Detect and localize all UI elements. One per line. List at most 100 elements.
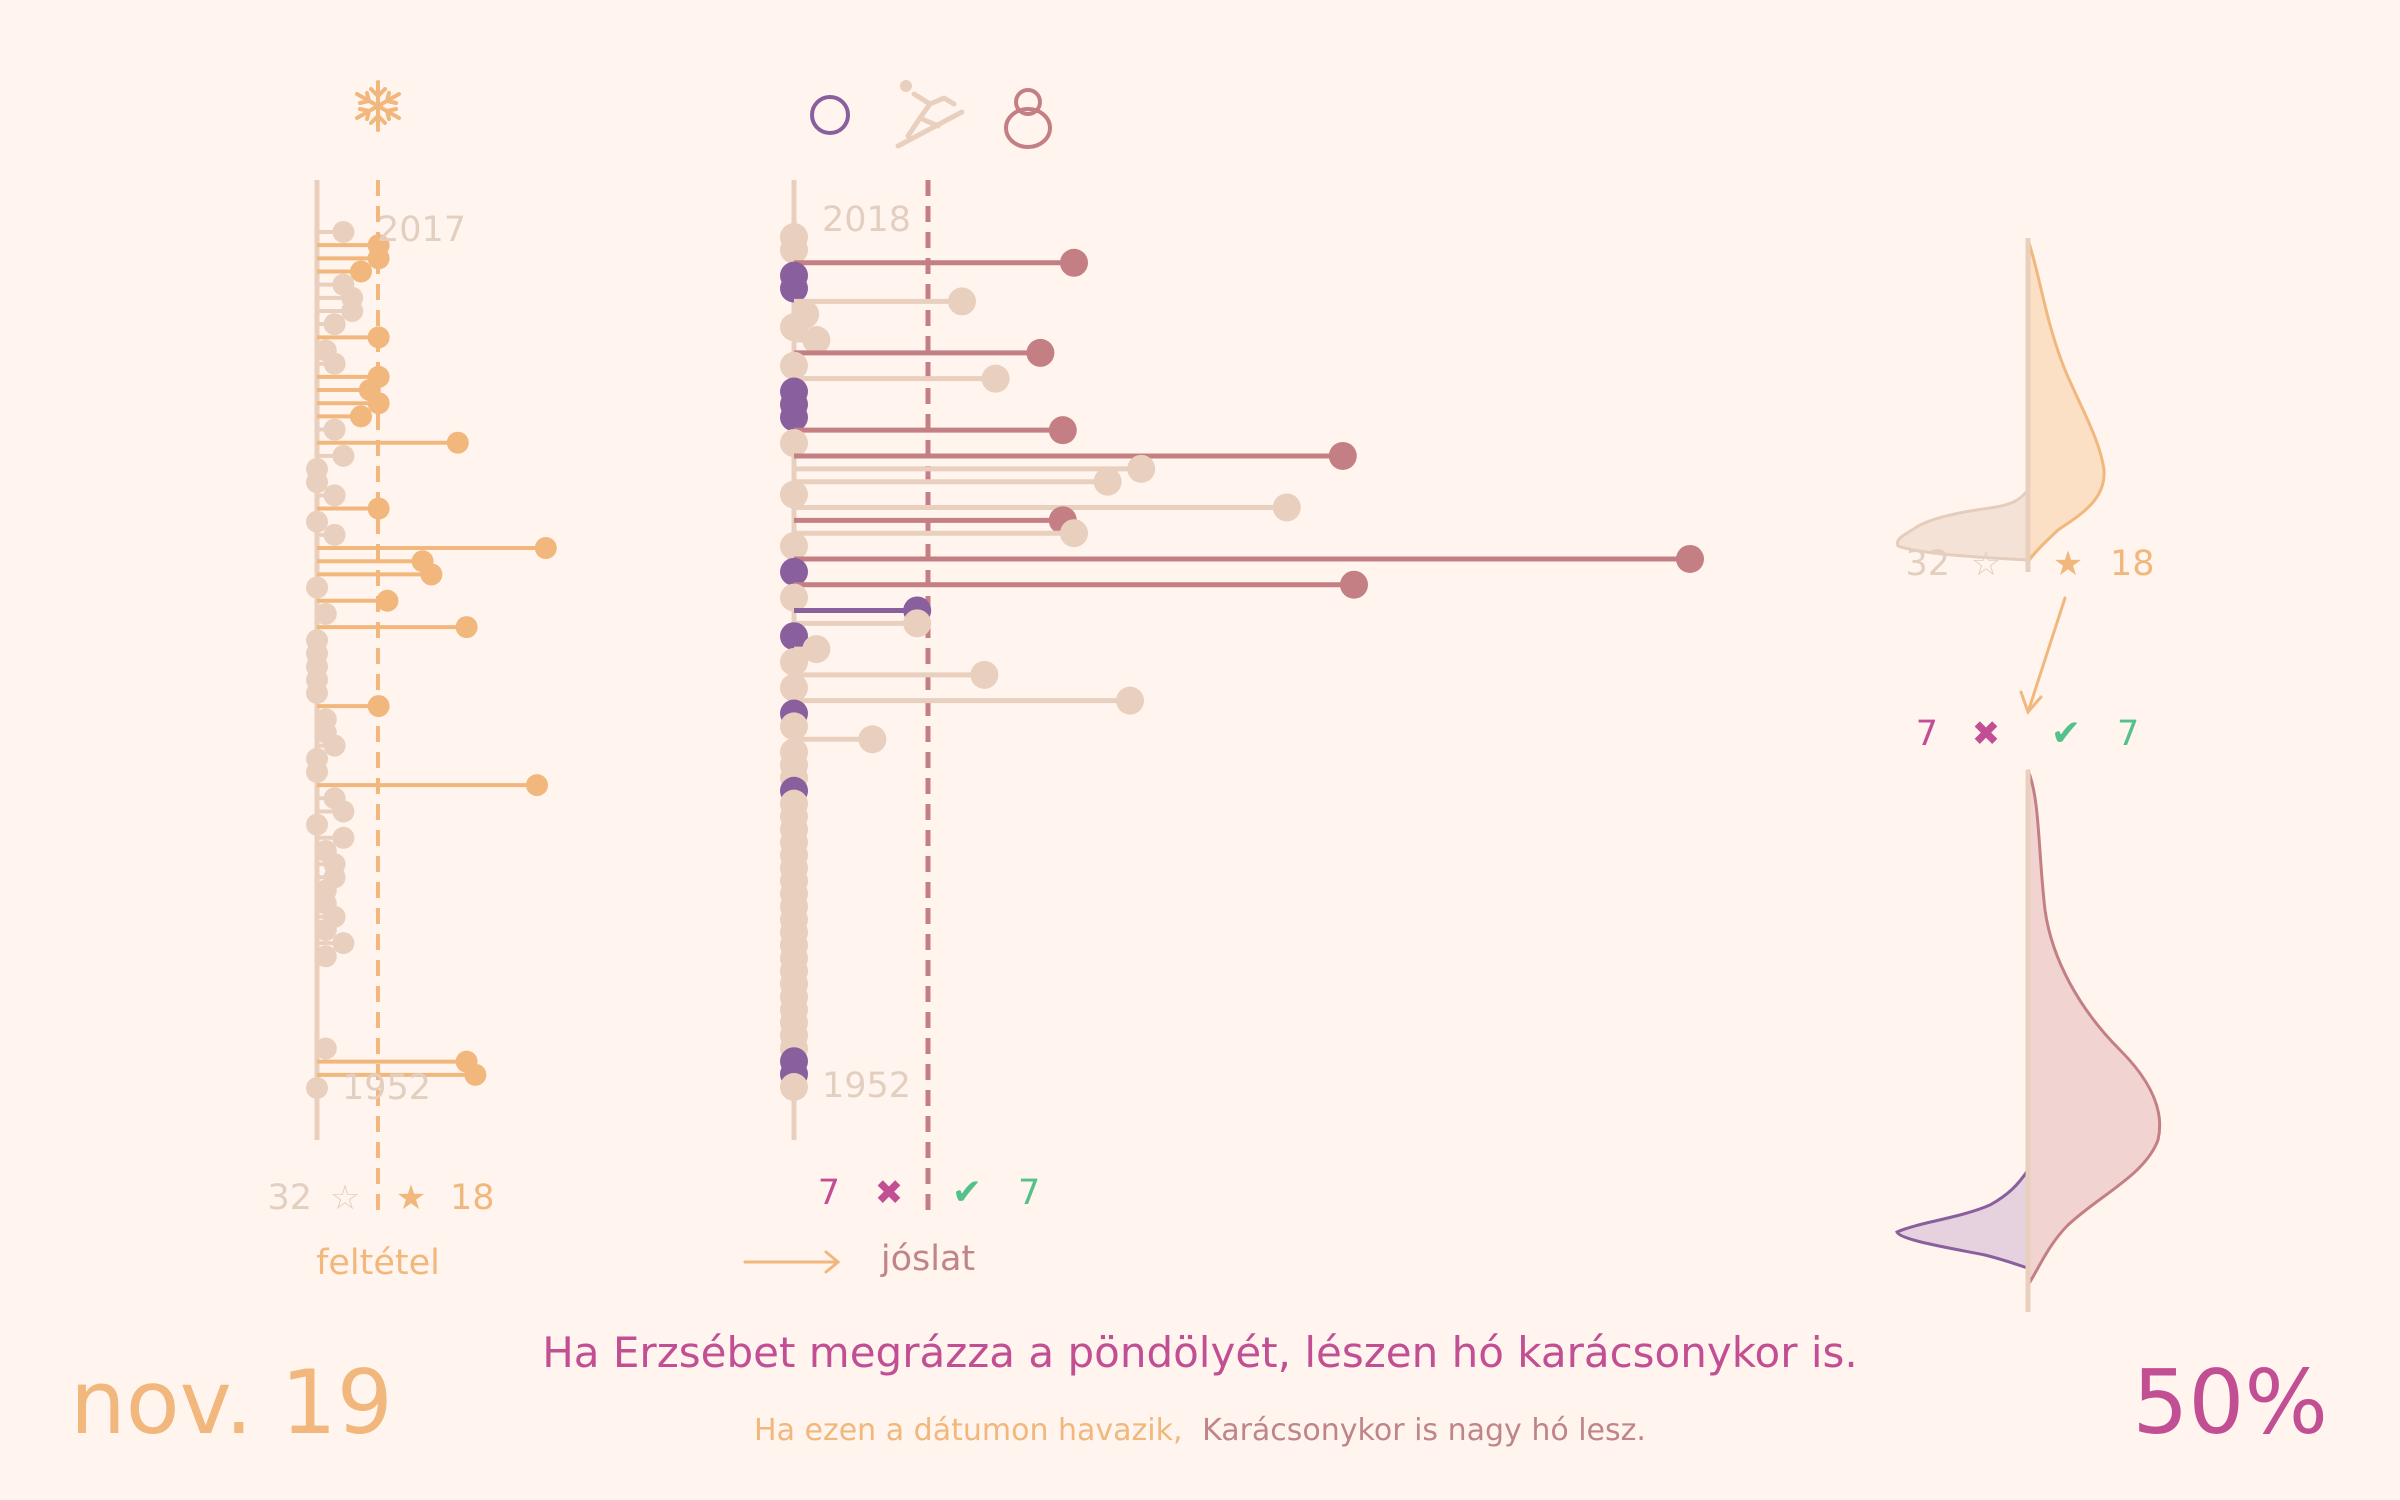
prediction-point-2001	[1328, 441, 1357, 470]
condition-point-1955	[314, 1037, 337, 1060]
condition-point-1971	[332, 826, 355, 849]
condition-lollipop-chart: 2017 1952 32 ☆ ★ 18 feltétel	[267, 180, 557, 1283]
prediction-point-2011	[780, 313, 808, 342]
explanation-condition: Ha ezen a dátumon havazik,	[754, 1413, 1182, 1448]
prediction-density-hit	[2026, 769, 2162, 1290]
prediction-point-1995	[1060, 519, 1088, 548]
prediction-point-2013	[948, 287, 976, 316]
prediction-hit-symbol: ✔	[952, 1172, 982, 1213]
prediction-point-1986	[802, 635, 831, 664]
condition-point-1982	[306, 681, 328, 704]
condition-point-1953	[464, 1063, 487, 1086]
condition-point-1988	[314, 602, 337, 625]
condition-below-count: 32	[267, 1178, 312, 1218]
prediction-point-2003	[1048, 416, 1077, 445]
condition-point-2017	[332, 221, 355, 243]
condition-point-1989	[376, 589, 399, 612]
saying-text: Ha Erzsébet megrázza a pöndölyét, lészen…	[542, 1328, 1858, 1377]
prediction-point-2000	[1127, 454, 1156, 483]
prediction-miss-count: 7	[818, 1173, 840, 1213]
prediction-bottom-year: 1952	[822, 1066, 911, 1106]
condition-bottom-year: 1952	[342, 1068, 431, 1108]
prediction-point-2010	[802, 326, 831, 355]
condition-point-1963	[332, 932, 355, 955]
prediction-top-year: 2018	[822, 200, 911, 240]
condition-point-1975	[526, 774, 548, 797]
prediction-density-miss-symbol: ✖	[1972, 714, 2001, 754]
condition-point-1991	[420, 563, 443, 586]
prediction-lollipop-chart: 2018 1952 7 ✖ ✔ 7 jóslat	[743, 180, 1704, 1279]
prediction-point-1992	[780, 557, 808, 586]
prediction-point-2014	[780, 274, 808, 303]
condition-axis-label: feltétel	[316, 1243, 440, 1283]
condition-point-1998	[306, 471, 328, 494]
condition-point-1997	[323, 484, 346, 507]
prediction-density-miss	[1895, 1165, 2030, 1271]
prediction-point-1980	[780, 712, 808, 741]
condition-above-symbol: ★	[396, 1178, 426, 1218]
condition-density-above	[2026, 239, 2106, 568]
explanation-prediction: Karácsonykor is nagy hó lesz.	[1202, 1413, 1646, 1448]
prediction-density-hit-symbol: ✔	[2051, 713, 2081, 754]
condition-above-count: 18	[450, 1178, 495, 1218]
prediction-point-1998	[780, 480, 808, 509]
prediction-density-miss-count: 7	[1916, 714, 1938, 754]
prediction-point-1999	[1093, 467, 1122, 496]
condition-point-1993	[534, 537, 557, 560]
condition-point-2001	[446, 431, 469, 454]
condition-point-1973	[332, 800, 355, 823]
prediction-point-1991	[1340, 570, 1368, 599]
prediction-density-hit-count: 7	[2117, 714, 2139, 754]
arrow-right-icon	[743, 1250, 841, 1274]
prediction-point-2008	[780, 351, 808, 380]
prediction-point-2017	[780, 235, 808, 264]
condition-point-1962	[314, 945, 337, 968]
prediction-point-1988	[903, 609, 932, 638]
prediction-density-plot: 7 ✖ ✔ 7	[1895, 713, 2162, 1312]
snowman-icon	[1004, 88, 1052, 149]
condition-point-2007	[323, 352, 346, 375]
prediction-point-2009	[1026, 338, 1055, 367]
condition-point-2003	[350, 405, 372, 428]
condition-density-plot: 32 ☆ ★ 18	[1895, 238, 2155, 584]
condition-top-year: 2017	[377, 210, 466, 250]
prediction-miss-symbol: ✖	[875, 1173, 904, 1213]
prediction-point-1994	[780, 532, 808, 561]
condition-density-below-symbol: ☆	[1971, 544, 2001, 584]
condition-point-2010	[323, 313, 346, 336]
condition-point-1964	[314, 918, 337, 941]
condition-point-2009	[367, 326, 390, 349]
condition-point-2002	[323, 418, 346, 441]
prediction-hit-count: 7	[1018, 1173, 1040, 1213]
prediction-point-1984	[970, 660, 999, 689]
prediction-point-1985	[780, 648, 808, 676]
prediction-point-1982	[1116, 686, 1144, 715]
condition-point-1994	[323, 523, 346, 546]
condition-point-1981	[367, 695, 390, 718]
prediction-axis-label: jóslat	[880, 1239, 975, 1279]
condition-point-1990	[306, 576, 328, 599]
prediction-point-1990	[780, 583, 808, 612]
prediction-point-1993	[1676, 544, 1704, 573]
condition-density-above-symbol: ★	[2053, 544, 2083, 584]
condition-point-1972	[306, 813, 328, 836]
condition-point-1987	[455, 616, 478, 639]
condition-below-symbol: ☆	[330, 1178, 360, 1218]
prediction-point-1952	[780, 1073, 808, 1101]
prediction-point-1987	[780, 622, 808, 651]
condition-point-1996	[367, 497, 390, 520]
prediction-point-2007	[981, 364, 1010, 393]
explanation-text: Ha ezen a dátumon havazik, Karácsonykor …	[754, 1413, 1646, 1448]
date-label: nov. 19	[70, 1351, 393, 1454]
snowflake-icon	[355, 80, 401, 132]
circle-icon	[810, 95, 850, 135]
prediction-point-1983	[780, 673, 808, 702]
condition-density-below-count: 32	[1905, 544, 1950, 584]
condition-point-1976	[306, 760, 328, 783]
skier-icon	[895, 80, 965, 149]
prediction-point-2016	[1060, 248, 1088, 277]
condition-point-1995	[306, 510, 328, 533]
condition-point-2011	[341, 300, 364, 323]
arrow-down-left-icon	[2019, 596, 2067, 715]
